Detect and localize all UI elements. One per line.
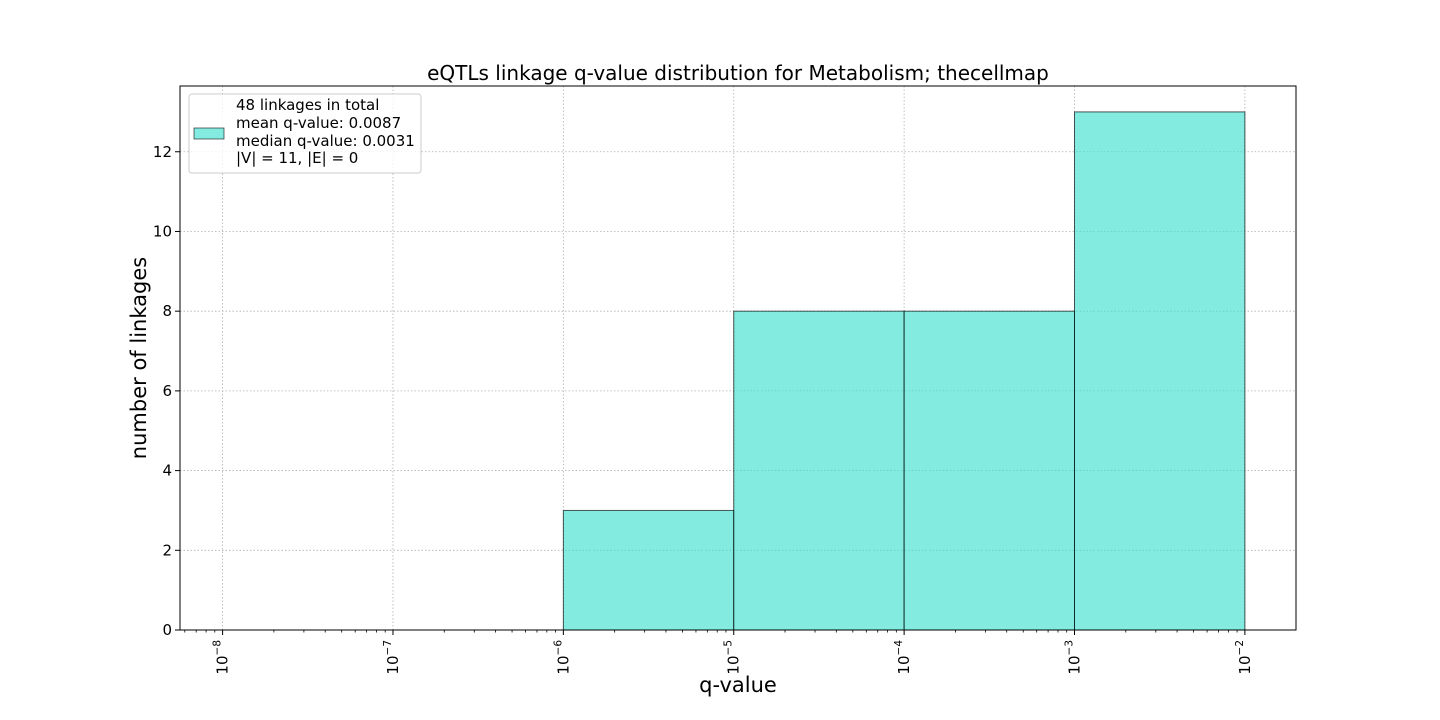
x-axis: 10−810−710−610−510−410−310−2 — [184, 630, 1254, 675]
histogram-bar — [733, 310, 905, 631]
x-tick-label-exponent: −8 — [212, 640, 224, 655]
x-axis-label: q-value — [699, 673, 777, 697]
x-tick-label-base: 10 — [214, 655, 232, 674]
bars — [562, 111, 1246, 631]
x-tick-label: 10−5 — [723, 640, 743, 675]
y-tick-label: 6 — [162, 382, 172, 400]
y-tick-label: 4 — [162, 462, 172, 480]
y-tick-label: 10 — [153, 222, 172, 240]
histogram-bar — [562, 509, 735, 631]
y-tick-label: 0 — [162, 621, 172, 639]
plot-frame — [179, 85, 1297, 631]
legend-swatch — [193, 127, 225, 140]
legend-line-2: mean q-value: 0.0087 — [236, 114, 401, 132]
x-tick-label-base: 10 — [1236, 655, 1254, 674]
legend-line-3: median q-value: 0.0031 — [236, 132, 415, 150]
x-tick-label: 10−2 — [1234, 640, 1254, 675]
histogram-bar — [903, 310, 1076, 631]
x-tick-label-base: 10 — [554, 655, 572, 674]
x-tick-label: 10−8 — [212, 640, 232, 675]
x-tick-label: 10−7 — [382, 640, 402, 675]
x-tick-label-exponent: −3 — [1064, 640, 1076, 655]
legend-box — [188, 93, 422, 174]
y-axis: 0 2 4 6 8 10 12 — [153, 143, 180, 639]
x-tick-label-exponent: −6 — [552, 640, 564, 656]
x-tick-label: 10−4 — [893, 640, 913, 675]
x-tick-label: 10−3 — [1064, 640, 1084, 675]
x-tick-label-exponent: −7 — [382, 640, 394, 655]
chart-title: eQTLs linkage q-value distribution for M… — [427, 61, 1049, 85]
x-tick-label-exponent: −5 — [723, 640, 735, 655]
y-axis-label: number of linkages — [127, 257, 151, 459]
x-tick-label-exponent: −2 — [1234, 640, 1246, 655]
legend-line-1: 48 linkages in total — [236, 96, 379, 114]
histogram-bar — [1074, 111, 1246, 631]
x-tick-label-base: 10 — [1066, 655, 1084, 674]
x-tick-label: 10−6 — [552, 640, 572, 675]
x-tick-label-exponent: −4 — [893, 640, 905, 656]
y-tick-label: 2 — [162, 541, 172, 559]
x-tick-label-base: 10 — [895, 655, 913, 674]
y-tick-label: 8 — [162, 302, 172, 320]
legend: 48 linkages in total mean q-value: 0.008… — [188, 93, 422, 174]
x-tick-label-base: 10 — [725, 655, 743, 674]
legend-line-4: |V| = 11, |E| = 0 — [236, 149, 358, 167]
y-tick-label: 12 — [153, 143, 172, 161]
x-tick-label-base: 10 — [384, 655, 402, 674]
